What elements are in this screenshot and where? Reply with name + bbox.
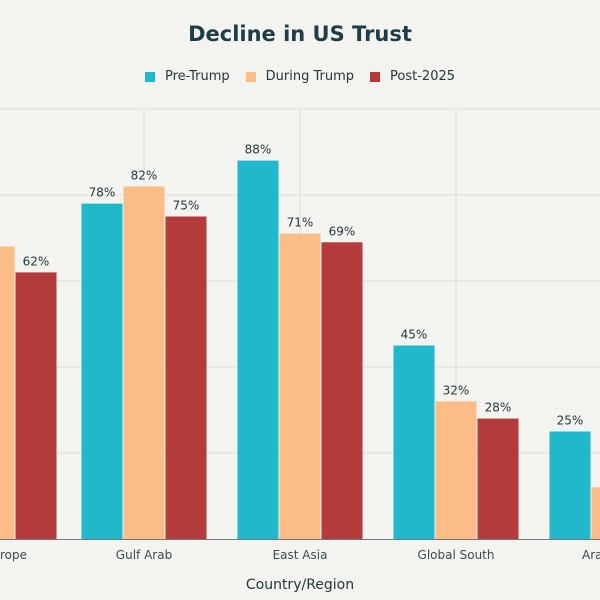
bar-post-2025	[477, 418, 519, 539]
x-tick-label: East Asia	[273, 548, 328, 562]
legend-swatch-pre-trump	[144, 71, 155, 82]
legend-swatch-post-2025	[370, 71, 381, 82]
bar-during-trump	[0, 246, 15, 539]
bar-post-2025	[15, 272, 57, 539]
legend-label-post-2025: Post-2025	[390, 69, 456, 84]
legend-item-pre-trump: Pre-Trump	[144, 69, 230, 84]
data-label-post-2025: 69%	[329, 224, 356, 238]
bar-pre-trump	[237, 160, 279, 539]
legend-item-post-2025: Post-2025	[370, 69, 455, 84]
data-label-during-trump: 71%	[287, 216, 314, 230]
legend-label-during-trump: During Trump	[265, 69, 355, 84]
chart-title: Decline in US Trust	[188, 22, 412, 46]
x-tick-label: rope	[0, 548, 27, 562]
legend-label-pre-trump: Pre-Trump	[164, 69, 230, 84]
data-label-pre-trump: 88%	[245, 143, 272, 157]
data-label-during-trump: 82%	[131, 168, 158, 182]
x-axis-title: Country/Region	[245, 577, 355, 593]
legend-item-during-trump: During Trump	[245, 69, 355, 84]
legend: Pre-Trump During Trump Post-2025	[0, 69, 600, 84]
legend-swatch-during-trump	[245, 71, 256, 82]
data-label-pre-trump: 45%	[401, 328, 428, 342]
data-label-pre-trump: 25%	[557, 414, 584, 428]
data-label-during-trump: 32%	[443, 383, 470, 397]
data-label-post-2025: 75%	[173, 199, 200, 213]
x-tick-label: Global South	[418, 548, 495, 562]
x-tick-label: Ara	[582, 548, 600, 562]
bar-during-trump	[123, 186, 165, 539]
bar-pre-trump	[393, 345, 435, 539]
data-label-pre-trump: 78%	[89, 186, 116, 200]
bar-during-trump	[435, 401, 477, 539]
bar-post-2025	[165, 216, 207, 539]
bar-pre-trump	[81, 203, 123, 539]
data-label-post-2025: 62%	[23, 254, 50, 268]
data-label-post-2025: 28%	[485, 401, 512, 415]
bar-pre-trump	[549, 431, 591, 539]
bar-during-trump	[591, 487, 600, 539]
bar-during-trump	[279, 233, 321, 539]
bar-post-2025	[321, 242, 363, 540]
x-tick-label: Gulf Arab	[116, 548, 172, 562]
